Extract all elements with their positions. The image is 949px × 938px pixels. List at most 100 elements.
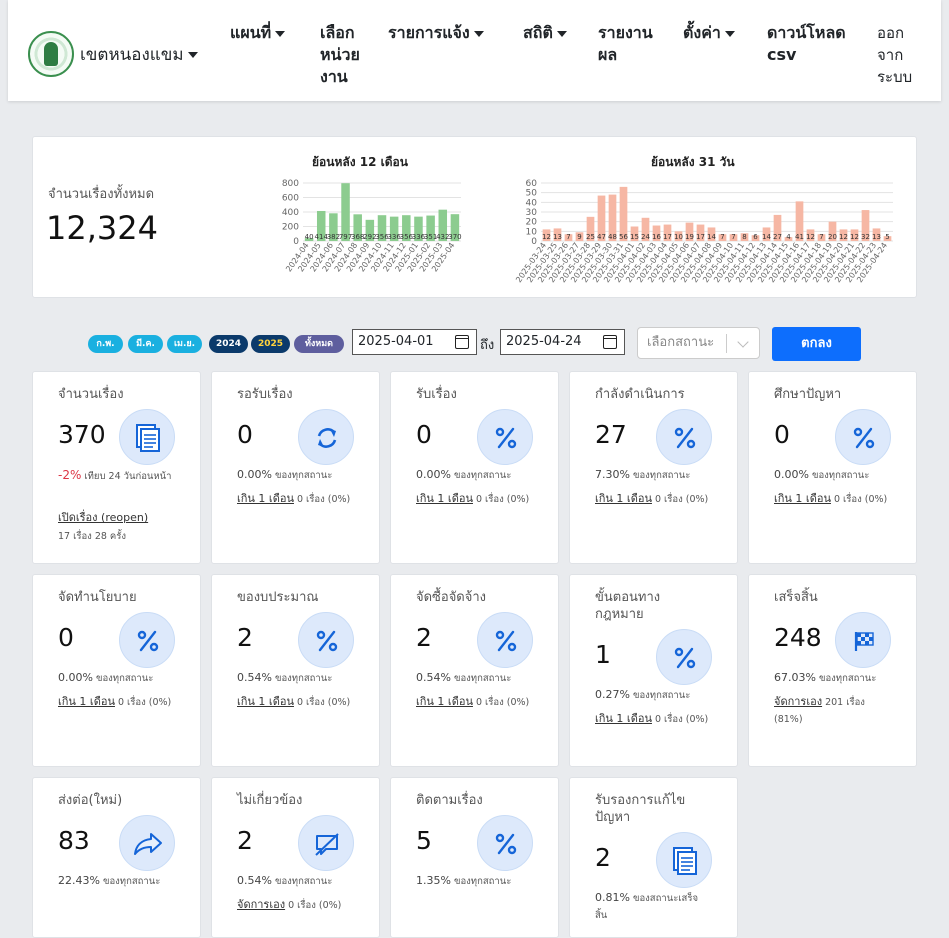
- link-text[interactable]: เกิน 1 เดือน: [774, 492, 831, 505]
- bar: [597, 195, 606, 241]
- link-text[interactable]: เกิน 1 เดือน: [595, 712, 652, 725]
- bar-data-label: 356: [375, 233, 389, 241]
- card-title: กำลังดำเนินการ: [595, 387, 685, 402]
- refresh-icon: [298, 409, 354, 465]
- percent-text: ของทุกสถานะ: [450, 673, 512, 684]
- nav-select-unit[interactable]: เลือก หน่วย งาน: [320, 22, 372, 88]
- overdue-link[interactable]: จัดการเอง 0 เรื่อง (0%): [237, 897, 372, 914]
- bar-data-label: 20: [828, 233, 837, 241]
- summary-panel: จำนวนเรื่องทั้งหมด 12,324 ย้อนหลัง 12 เด…: [32, 136, 917, 298]
- percent-of-status: 22.43% ของทุกสถานะ: [58, 873, 198, 890]
- overdue-link[interactable]: เปิดเรื่อง (reopen): [58, 510, 193, 526]
- status-card[interactable]: จำนวนเรื่อง 370 -2% เทียบ 24 วันก่อนหน้า เป…: [32, 371, 201, 564]
- percent-icon: [477, 815, 533, 871]
- status-placeholder: เลือกสถานะ: [647, 335, 715, 350]
- percent-of-status: 7.30% ของทุกสถานะ: [595, 467, 735, 484]
- nav-statistics[interactable]: สถิติ: [523, 22, 567, 44]
- overdue-link[interactable]: เกิน 1 เดือน 0 เรื่อง (0%): [237, 491, 372, 508]
- status-card[interactable]: ส่งต่อ(ใหม่) 83 22.43% ของทุกสถานะ: [32, 777, 201, 938]
- calendar-icon[interactable]: [455, 335, 469, 349]
- status-card[interactable]: เสร็จสิ้น 248 67.03% ของทุกสถานะ จัดการเอง …: [748, 574, 917, 767]
- overdue-link[interactable]: เกิน 1 เดือน 0 เรื่อง (0%): [416, 694, 551, 711]
- nav-download-csv-label: ดาวน์โหลด csv: [767, 23, 846, 64]
- district-logo[interactable]: [28, 31, 74, 77]
- overdue-link[interactable]: เกิน 1 เดือน 0 เรื่อง (0%): [595, 711, 730, 728]
- percent-value: 22.43%: [58, 874, 100, 887]
- ok-button[interactable]: ตกลง: [772, 327, 861, 361]
- status-card[interactable]: ขั้นตอนทางกฎหมาย 1 0.27% ของทุกสถานะ เกิน 1…: [569, 574, 738, 767]
- link-text[interactable]: จัดการเอง: [774, 695, 823, 708]
- link-text[interactable]: เกิน 1 เดือน: [595, 492, 652, 505]
- percent-icon: [656, 409, 712, 465]
- status-card[interactable]: รับรองการแก้ไขปัญหา 2 0.81% ของสถานะเสร็จส…: [569, 777, 738, 938]
- percent-of-status: 0.00% ของทุกสถานะ: [58, 670, 198, 687]
- percent-text: ของทุกสถานะ: [629, 690, 691, 701]
- y-tick-label: 50: [526, 189, 538, 199]
- bar: [839, 229, 848, 241]
- card-title: ไม่เกี่ยวข้อง: [237, 793, 303, 808]
- period-pill[interactable]: ก.พ.: [88, 335, 123, 353]
- percent-of-status: 0.00% ของทุกสถานะ: [237, 467, 377, 484]
- bar-data-label: 382: [327, 233, 340, 241]
- period-pill[interactable]: มี.ค.: [128, 335, 163, 353]
- bar-data-label: 336: [412, 233, 426, 241]
- comment-slash-icon: [298, 815, 354, 871]
- calendar-icon[interactable]: [603, 335, 617, 349]
- chevron-down-icon: [473, 30, 484, 37]
- card-title: รอรับเรื่อง: [237, 387, 293, 402]
- status-card[interactable]: ของบประมาณ 2 0.54% ของทุกสถานะ เกิน 1 เดือน…: [211, 574, 380, 767]
- link-detail: 0 เรื่อง (0%): [114, 697, 172, 708]
- link-text[interactable]: เกิน 1 เดือน: [58, 695, 115, 708]
- link-text[interactable]: เกิน 1 เดือน: [237, 695, 294, 708]
- district-selector[interactable]: เขตหนองแขม: [80, 41, 198, 68]
- bar-data-label: 7: [731, 233, 735, 241]
- bar: [304, 238, 314, 241]
- nav-download-csv[interactable]: ดาวน์โหลด csv: [767, 22, 867, 66]
- period-pill[interactable]: 2025: [251, 335, 290, 353]
- status-card[interactable]: กำลังดำเนินการ 27 7.30% ของทุกสถานะ เกิน 1 …: [569, 371, 738, 564]
- status-card[interactable]: ไม่เกี่ยวข้อง 2 0.54% ของทุกสถานะ จัดการเอง…: [211, 777, 380, 938]
- period-pill[interactable]: ทั้งหมด: [294, 335, 344, 353]
- bar-data-label: 10: [674, 233, 683, 241]
- overdue-link[interactable]: เกิน 1 เดือน 0 เรื่อง (0%): [595, 491, 730, 508]
- bar-data-label: 47: [597, 233, 606, 241]
- status-card[interactable]: ติดตามเรื่อง 5 1.35% ของทุกสถานะ: [390, 777, 559, 938]
- nav-results-report[interactable]: รายงาน ผล: [598, 22, 668, 66]
- bar-data-label: 19: [685, 233, 694, 241]
- nav-map[interactable]: แผนที่: [230, 22, 286, 44]
- status-select[interactable]: เลือกสถานะ: [637, 327, 760, 359]
- link-text[interactable]: เกิน 1 เดือน: [237, 492, 294, 505]
- overdue-link[interactable]: จัดการเอง 201 เรื่อง (81%): [774, 694, 879, 728]
- link-detail: 0 เรื่อง (0%): [830, 494, 888, 505]
- percent-icon: [298, 612, 354, 668]
- bar-data-label: 48: [608, 233, 617, 241]
- nav-settings[interactable]: ตั้งค่า: [683, 22, 735, 44]
- end-date-input[interactable]: 2025-04-24: [500, 329, 625, 355]
- status-card[interactable]: รับเรื่อง 0 0.00% ของทุกสถานะ เกิน 1 เดือน …: [390, 371, 559, 564]
- card-value: 2: [237, 623, 253, 652]
- overdue-link[interactable]: เกิน 1 เดือน 0 เรื่อง (0%): [237, 694, 372, 711]
- status-card[interactable]: จัดทำนโยบาย 0 0.00% ของทุกสถานะ เกิน 1 เดือ…: [32, 574, 201, 767]
- y-tick-label: 200: [282, 223, 299, 233]
- link-text[interactable]: จัดการเอง: [237, 898, 286, 911]
- percent-value: 0.00%: [416, 468, 451, 481]
- nav-logout[interactable]: ออก จาก ระบบ: [877, 22, 922, 88]
- link-text[interactable]: เปิดเรื่อง (reopen): [58, 511, 149, 524]
- period-pill[interactable]: 2024: [209, 335, 248, 353]
- bar-data-label: 27: [773, 233, 782, 241]
- overdue-link[interactable]: เกิน 1 เดือน 0 เรื่อง (0%): [58, 694, 193, 711]
- nav-reports-list[interactable]: รายการแจ้ง: [388, 22, 484, 44]
- y-tick-label: 0: [293, 237, 299, 247]
- percent-icon: [656, 629, 712, 685]
- start-date-input[interactable]: 2025-04-01: [352, 329, 477, 355]
- overdue-link[interactable]: เกิน 1 เดือน 0 เรื่อง (0%): [774, 491, 909, 508]
- link-detail: 0 เรื่อง (0%): [651, 494, 709, 505]
- link-text[interactable]: เกิน 1 เดือน: [416, 695, 473, 708]
- card-value: 370: [58, 420, 106, 449]
- overdue-link[interactable]: เกิน 1 เดือน 0 เรื่อง (0%): [416, 491, 551, 508]
- status-card[interactable]: ศึกษาปัญหา 0 0.00% ของทุกสถานะ เกิน 1 เดือน…: [748, 371, 917, 564]
- period-pill[interactable]: เม.ย.: [167, 335, 202, 353]
- status-card[interactable]: รอรับเรื่อง 0 0.00% ของทุกสถานะ เกิน 1 เดือ…: [211, 371, 380, 564]
- status-card[interactable]: จัดซื้อจัดจ้าง 2 0.54% ของทุกสถานะ เกิน 1 เ…: [390, 574, 559, 767]
- link-text[interactable]: เกิน 1 เดือน: [416, 492, 473, 505]
